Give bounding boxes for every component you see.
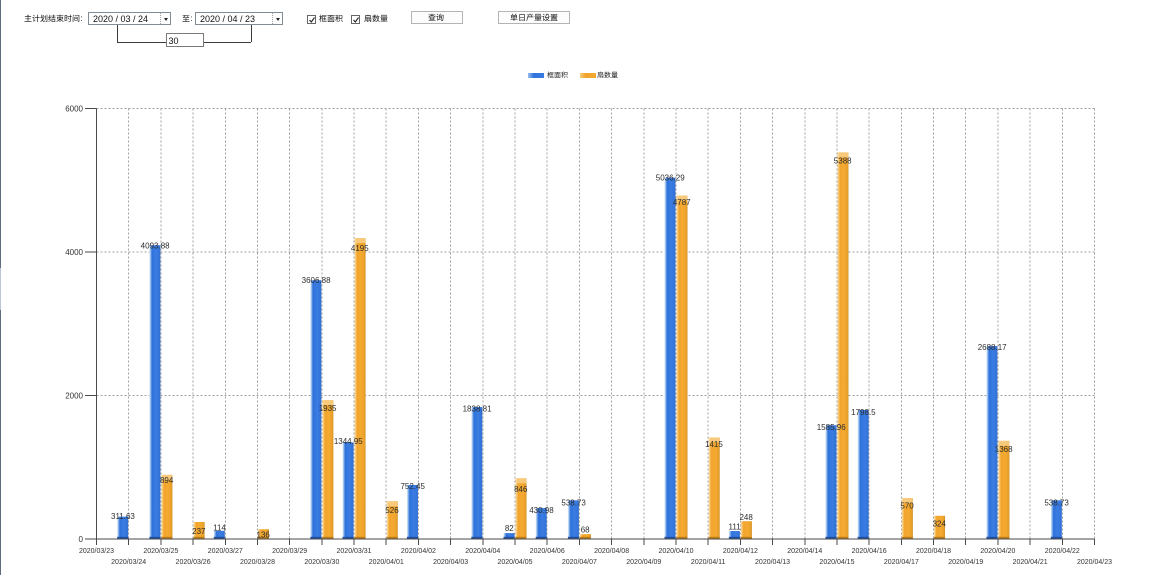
svg-text:2020/04/14: 2020/04/14	[787, 548, 822, 555]
svg-text:2020/04/10: 2020/04/10	[658, 548, 693, 555]
svg-text:82: 82	[505, 524, 514, 533]
svg-text:2020/03/25: 2020/03/25	[143, 548, 178, 555]
svg-text:430.98: 430.98	[529, 506, 554, 515]
svg-text:2020/03/26: 2020/03/26	[176, 559, 211, 566]
svg-text:6000: 6000	[65, 104, 83, 113]
svg-text:2020/04/11: 2020/04/11	[691, 559, 726, 566]
svg-text:2020/04/21: 2020/04/21	[1013, 559, 1048, 566]
svg-text:526: 526	[385, 506, 399, 515]
svg-text:2020/04/18: 2020/04/18	[916, 548, 951, 555]
svg-text:5036.29: 5036.29	[656, 174, 685, 183]
svg-text:1415: 1415	[705, 440, 723, 449]
svg-text:5388: 5388	[834, 156, 852, 165]
svg-text:114: 114	[213, 524, 226, 533]
svg-text:894: 894	[160, 476, 174, 485]
svg-text:2688.17: 2688.17	[978, 343, 1007, 352]
svg-text:4787: 4787	[673, 198, 691, 207]
svg-text:2020/04/19: 2020/04/19	[948, 559, 983, 566]
svg-text:2020/04/23: 2020/04/23	[1077, 559, 1112, 566]
svg-text:2020/04/09: 2020/04/09	[626, 559, 661, 566]
svg-text:2020/04/03: 2020/04/03	[433, 559, 468, 566]
svg-text:2020/03/29: 2020/03/29	[272, 548, 307, 555]
svg-text:2020/04/05: 2020/04/05	[497, 559, 532, 566]
svg-text:1344.95: 1344.95	[334, 437, 363, 446]
svg-text:1798.5: 1798.5	[851, 408, 876, 417]
svg-text:237: 237	[192, 527, 206, 536]
svg-text:2020/04/02: 2020/04/02	[401, 548, 436, 555]
svg-text:2020/04/08: 2020/04/08	[594, 548, 629, 555]
svg-text:570: 570	[900, 502, 914, 511]
svg-text:4000: 4000	[65, 248, 83, 257]
svg-text:324: 324	[933, 519, 947, 528]
svg-text:2020/04/13: 2020/04/13	[755, 559, 790, 566]
svg-text:538.73: 538.73	[1044, 498, 1069, 507]
svg-text:2000: 2000	[65, 391, 83, 400]
svg-text:2020/04/15: 2020/04/15	[819, 559, 854, 566]
svg-text:2020/04/17: 2020/04/17	[884, 559, 919, 566]
svg-text:2020/03/31: 2020/03/31	[337, 548, 372, 555]
svg-text:2020/03/24: 2020/03/24	[111, 559, 146, 566]
svg-text:752.45: 752.45	[400, 482, 425, 491]
svg-text:2020/03/30: 2020/03/30	[304, 559, 339, 566]
svg-text:248: 248	[739, 513, 753, 522]
svg-text:2020/04/07: 2020/04/07	[562, 559, 597, 566]
svg-text:68: 68	[581, 526, 590, 535]
svg-text:2020/03/28: 2020/03/28	[240, 559, 275, 566]
svg-text:2020/04/12: 2020/04/12	[723, 548, 758, 555]
svg-text:0: 0	[79, 535, 84, 544]
svg-text:4093.88: 4093.88	[141, 242, 170, 251]
svg-text:1935: 1935	[319, 404, 337, 413]
svg-text:846: 846	[514, 485, 528, 494]
svg-text:1838.81: 1838.81	[463, 404, 492, 413]
svg-text:2020/04/20: 2020/04/20	[980, 548, 1015, 555]
svg-text:1585.96: 1585.96	[817, 423, 846, 432]
svg-text:2020/04/16: 2020/04/16	[852, 548, 887, 555]
svg-text:111: 111	[729, 522, 742, 531]
svg-text:538.73: 538.73	[561, 498, 586, 507]
svg-text:2020/04/06: 2020/04/06	[530, 548, 565, 555]
svg-text:311.63: 311.63	[111, 512, 135, 521]
svg-text:1368: 1368	[995, 445, 1013, 454]
svg-text:4195: 4195	[351, 244, 369, 253]
svg-text:2020/04/01: 2020/04/01	[369, 559, 404, 566]
svg-text:136: 136	[257, 531, 271, 540]
svg-text:2020/04/22: 2020/04/22	[1045, 548, 1080, 555]
svg-text:2020/03/23: 2020/03/23	[79, 548, 114, 555]
svg-text:3606.88: 3606.88	[302, 276, 331, 285]
svg-text:2020/03/27: 2020/03/27	[208, 548, 243, 555]
svg-text:2020/04/04: 2020/04/04	[465, 548, 500, 555]
